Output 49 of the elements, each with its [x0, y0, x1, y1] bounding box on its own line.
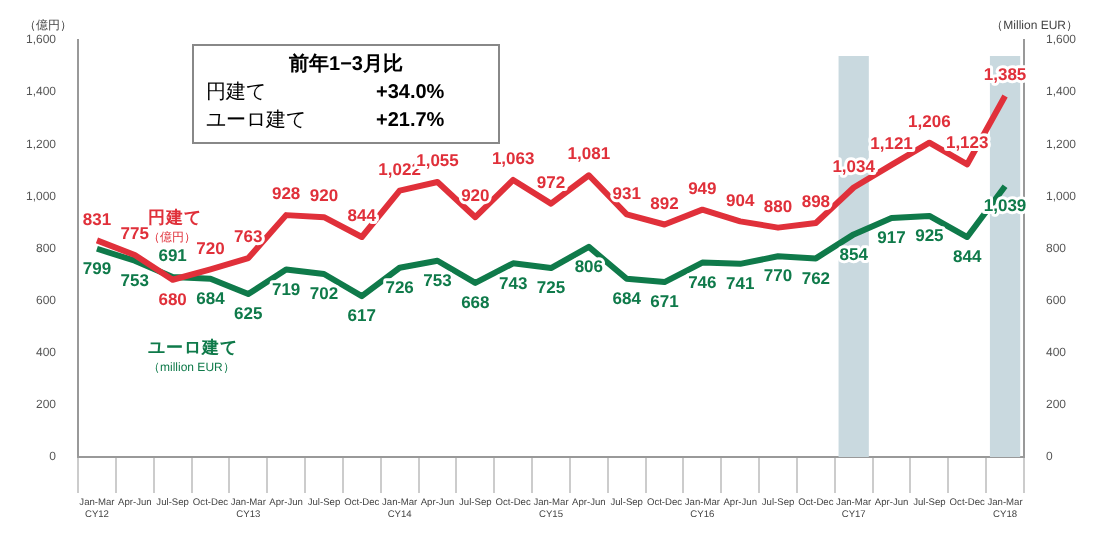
data-label: 702 — [309, 283, 339, 304]
data-label: 949 — [688, 177, 718, 198]
data-label: 844 — [953, 246, 982, 267]
data-label: 931 — [612, 182, 642, 203]
data-label: 762 — [801, 267, 831, 288]
data-label: 684 — [196, 287, 226, 308]
data-label: 719 — [271, 278, 301, 299]
data-label: 854 — [839, 243, 869, 264]
data-label: 725 — [536, 277, 566, 298]
data-label: 892 — [650, 192, 680, 213]
data-label: 920 — [309, 185, 339, 206]
data-label: 925 — [915, 225, 945, 246]
data-label: 831 — [82, 208, 112, 229]
data-label: 753 — [120, 269, 150, 290]
data-label: 898 — [801, 191, 831, 212]
data-label: 844 — [347, 205, 377, 226]
data-label: 741 — [726, 273, 755, 294]
data-label: 880 — [763, 195, 793, 216]
data-label: 775 — [120, 223, 150, 244]
note-box: 前年1−3月比 円建て +34.0% ユーロ建て +21.7% — [192, 44, 500, 144]
data-label: 680 — [158, 288, 188, 309]
data-label: 1,034 — [832, 155, 876, 176]
data-label: 671 — [650, 291, 680, 312]
data-label: 1,385 — [983, 64, 1027, 85]
data-label: 917 — [877, 227, 907, 248]
data-label: 770 — [763, 265, 793, 286]
data-label: 726 — [385, 276, 415, 297]
data-label: 763 — [234, 226, 264, 247]
data-label: 753 — [423, 269, 453, 290]
data-label: 684 — [612, 287, 642, 308]
data-label: 972 — [536, 171, 566, 192]
annotation: 前年1−3月比 — [287, 52, 405, 80]
data-label: 625 — [234, 303, 264, 324]
data-label: 806 — [574, 256, 604, 277]
data-label: 1,055 — [416, 150, 460, 171]
data-label: 720 — [196, 237, 226, 258]
data-label: 691 — [158, 245, 188, 266]
data-label: 920 — [461, 185, 491, 206]
data-label: 799 — [82, 257, 112, 278]
data-label: 1,206 — [908, 110, 952, 131]
data-label: 1,121 — [870, 133, 914, 154]
data-label: 1,063 — [491, 148, 535, 169]
data-label: 617 — [347, 305, 377, 326]
data-label: 904 — [726, 189, 755, 210]
data-label: 668 — [461, 292, 491, 313]
data-label: 1,081 — [567, 143, 611, 164]
data-label: 928 — [271, 183, 301, 204]
data-label: 746 — [688, 271, 718, 292]
data-label: 743 — [498, 272, 528, 293]
